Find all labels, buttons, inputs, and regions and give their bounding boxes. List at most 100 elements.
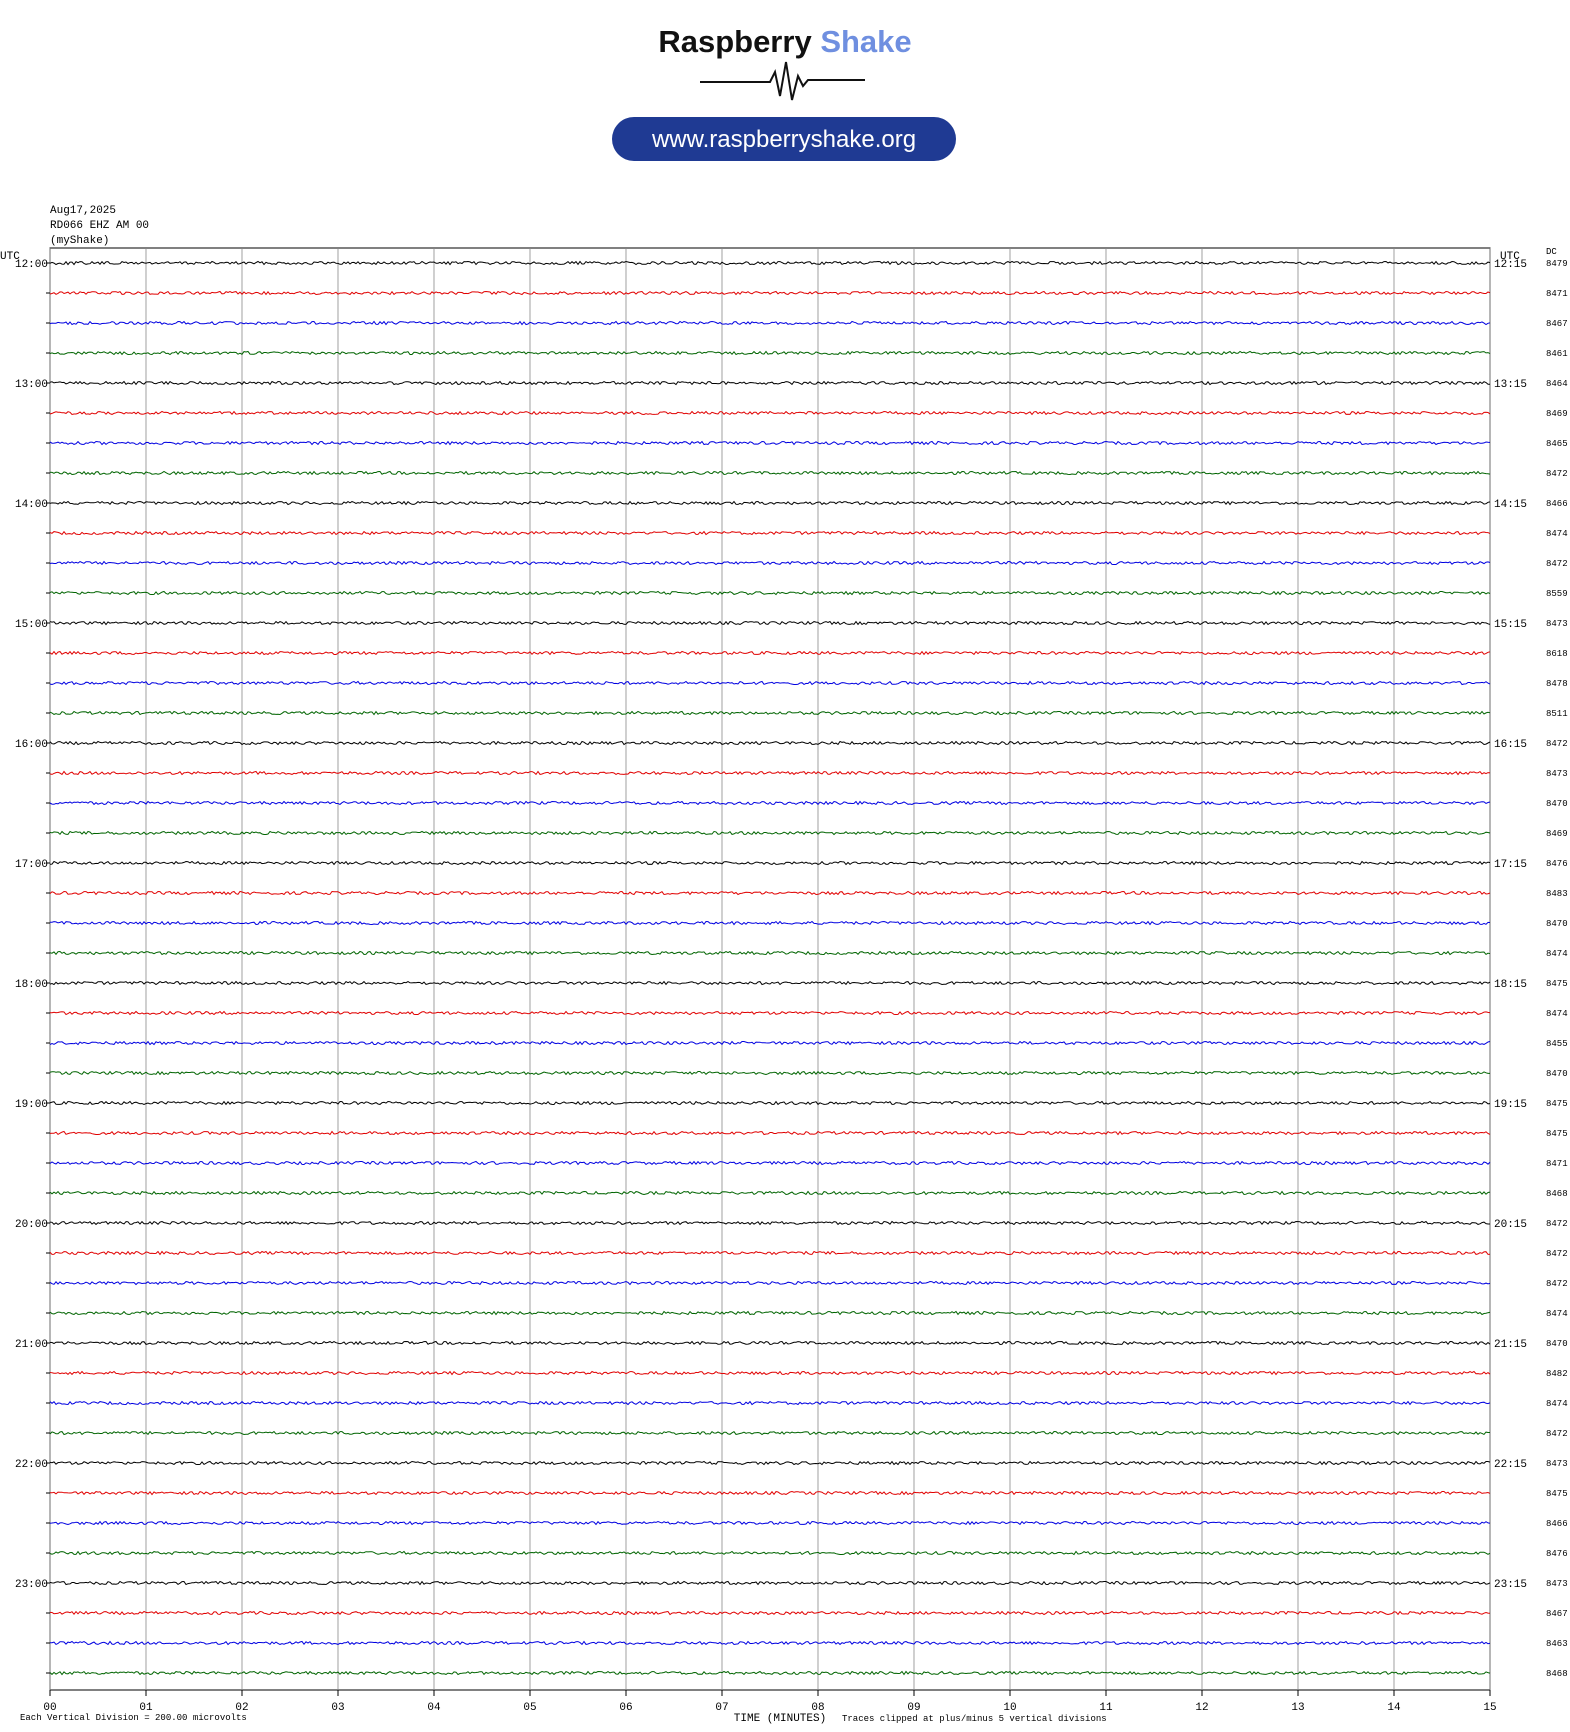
dc-value: 8472: [1546, 1429, 1568, 1439]
station: RD066 EHZ AM 00: [50, 220, 149, 232]
dc-value: 8472: [1546, 1249, 1568, 1259]
dc-value: 8466: [1546, 499, 1568, 509]
dc-value: 8474: [1546, 1009, 1568, 1019]
trace: [49, 1190, 1491, 1196]
trace: [49, 1070, 1490, 1076]
dc-value: 8473: [1546, 619, 1568, 629]
trace: [49, 1280, 1491, 1286]
clip-note: Traces clipped at plus/minus 5 vertical …: [842, 1714, 1107, 1724]
trace: [49, 1010, 1491, 1016]
trace: [49, 1430, 1490, 1436]
trace: [49, 560, 1491, 566]
trace: [49, 1370, 1491, 1376]
scale-note: Each Vertical Division = 200.00 microvol…: [20, 1713, 247, 1723]
end-label: 22:15: [1494, 1459, 1527, 1471]
x-tick-label: 13: [1291, 1702, 1304, 1714]
left-axis-label: UTC: [0, 251, 20, 263]
dc-label: DC: [1546, 247, 1557, 257]
dc-value: 8466: [1546, 1519, 1568, 1529]
end-label: 21:15: [1494, 1339, 1527, 1351]
x-tick-label: 01: [139, 1702, 153, 1714]
x-tick-label: 06: [619, 1702, 632, 1714]
dc-value: 8474: [1546, 949, 1568, 959]
x-axis-label: TIME (MINUTES): [734, 1713, 826, 1725]
trace: [49, 320, 1491, 326]
trace: [49, 650, 1491, 656]
dc-value: 8511: [1546, 709, 1568, 719]
x-tick-label: 09: [907, 1702, 920, 1714]
end-label: 15:15: [1494, 619, 1527, 631]
x-tick-label: 11: [1099, 1702, 1113, 1714]
trace: [49, 500, 1491, 506]
dc-value: 8472: [1546, 739, 1568, 749]
end-label: 12:15: [1494, 259, 1527, 271]
dc-value: 8474: [1546, 1309, 1568, 1319]
x-tick-label: 12: [1195, 1702, 1208, 1714]
trace: [49, 1220, 1490, 1226]
start-label: 12:00: [15, 259, 48, 271]
trace: [49, 590, 1491, 596]
x-tick-label: 03: [331, 1702, 344, 1714]
x-tick-label: 10: [1003, 1702, 1016, 1714]
x-tick-label: 15: [1483, 1702, 1496, 1714]
x-tick-label: 04: [427, 1702, 441, 1714]
brand-accent: Shake: [820, 24, 911, 59]
dc-value: 8472: [1546, 469, 1568, 479]
end-label: 17:15: [1494, 859, 1527, 871]
dc-value: 8469: [1546, 829, 1568, 839]
trace: [49, 1670, 1491, 1676]
trace: [49, 920, 1491, 926]
trace: [49, 1490, 1491, 1496]
start-label: 21:00: [15, 1339, 48, 1351]
url[interactable]: www.raspberryshake.org: [651, 126, 916, 153]
dc-value: 8472: [1546, 559, 1568, 569]
trace: [49, 740, 1491, 746]
trace: [49, 1610, 1491, 1616]
start-label: 18:00: [15, 979, 48, 991]
dc-value: 8470: [1546, 1069, 1568, 1079]
start-label: 17:00: [15, 859, 48, 871]
dc-value: 8475: [1546, 1099, 1568, 1109]
end-label: 20:15: [1494, 1219, 1527, 1231]
start-label: 22:00: [15, 1459, 48, 1471]
end-label: 13:15: [1494, 379, 1527, 391]
url-button[interactable]: [612, 117, 956, 161]
trace: [49, 1340, 1491, 1346]
trace: [49, 950, 1491, 956]
dc-value: 8479: [1546, 259, 1568, 269]
end-label: 19:15: [1494, 1099, 1527, 1111]
date: Aug17,2025: [50, 205, 116, 217]
trace: [49, 800, 1491, 806]
trace: [49, 260, 1491, 266]
x-tick-label: 00: [43, 1702, 56, 1714]
x-tick-label: 02: [235, 1702, 248, 1714]
dc-value: 8461: [1546, 349, 1568, 359]
dc-value: 8465: [1546, 439, 1568, 449]
dc-value: 8618: [1546, 649, 1568, 659]
dc-value: 8470: [1546, 919, 1568, 929]
brand: Raspberry Shake: [658, 24, 911, 59]
dc-value: 8473: [1546, 769, 1568, 779]
dc-value: 8482: [1546, 1369, 1568, 1379]
trace: [49, 1040, 1491, 1046]
start-label: 16:00: [15, 739, 48, 751]
dc-value: 8559: [1546, 589, 1568, 599]
trace: [49, 620, 1491, 626]
trace: [49, 1160, 1491, 1166]
trace: [49, 1550, 1491, 1556]
x-tick-label: 05: [523, 1702, 536, 1714]
dc-value: 8475: [1546, 1129, 1568, 1139]
dc-value: 8464: [1546, 379, 1568, 389]
start-label: 23:00: [15, 1579, 48, 1591]
plot-frame: [49, 247, 1491, 1691]
trace: [49, 1130, 1491, 1136]
dc-value: 8470: [1546, 799, 1568, 809]
trace: [49, 1400, 1491, 1406]
dc-value: 8471: [1546, 289, 1568, 299]
end-label: 14:15: [1494, 499, 1527, 511]
x-tick-label: 07: [715, 1702, 728, 1714]
dc-value: 8468: [1546, 1669, 1568, 1679]
trace: [49, 860, 1491, 866]
dc-value: 8478: [1546, 679, 1568, 689]
start-label: 14:00: [15, 499, 48, 511]
